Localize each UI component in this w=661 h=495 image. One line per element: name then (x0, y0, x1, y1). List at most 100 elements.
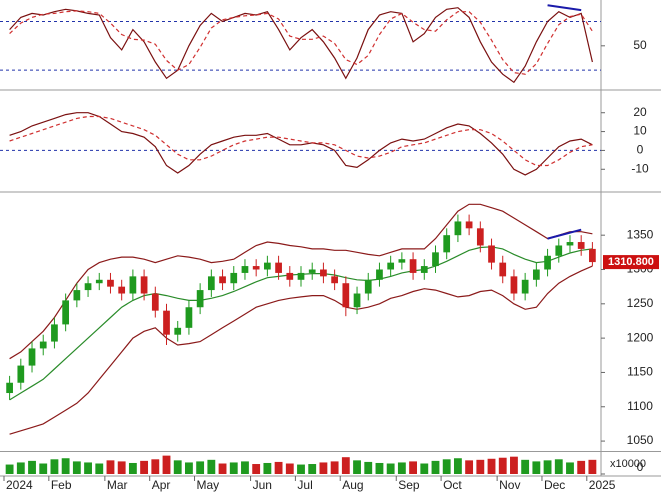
volume-bar (151, 459, 160, 474)
series-line (9, 112, 593, 176)
volume-bar (263, 462, 272, 474)
volume-bar (128, 462, 137, 474)
y-tick-label: 0 (637, 143, 644, 157)
volume-bar (465, 460, 474, 474)
volume-bar (173, 460, 182, 474)
candle-body (62, 300, 70, 325)
x-tick-label: Nov (499, 478, 520, 492)
volume-bar (28, 460, 36, 474)
trendline (547, 4, 582, 12)
series-line (9, 265, 593, 435)
volume-bar (162, 455, 171, 474)
volume-bar (140, 460, 149, 474)
volume-bar (297, 464, 305, 474)
volume-bar (207, 459, 216, 474)
volume-bar (185, 462, 193, 474)
volume-bar (218, 463, 227, 474)
last-price-label: 1310.800 (608, 256, 654, 268)
volume-bar (554, 459, 563, 474)
volume-bar (364, 461, 373, 474)
candle-body (140, 276, 148, 294)
candle-body (286, 272, 294, 280)
x-tick-label: Sep (398, 478, 420, 492)
candle-body (39, 341, 47, 349)
candle-body (331, 276, 338, 284)
candle-body (443, 235, 451, 253)
candle-body (264, 262, 271, 270)
volume-bar (50, 459, 59, 474)
volume-bar (84, 462, 92, 474)
volume-bar (543, 460, 552, 474)
x-tick-label: Mar (107, 478, 128, 492)
x-tick-label: May (197, 478, 220, 492)
candle-body (342, 283, 350, 308)
candle-body (230, 272, 238, 284)
x-tick-label: Jul (297, 478, 312, 492)
y-tick-label: 50 (633, 38, 647, 52)
series-line (9, 7, 593, 84)
x-tick-label: 2024 (6, 478, 33, 492)
volume-bar (498, 457, 507, 474)
candle-body (320, 269, 327, 277)
series-line (9, 115, 593, 167)
candle-body (532, 269, 540, 280)
y-tick-label: -10 (631, 161, 649, 175)
candle-body (476, 228, 484, 246)
volume-bar (252, 464, 261, 474)
candle-body (353, 293, 361, 308)
candle-body (241, 266, 249, 273)
volume-bar (229, 462, 238, 474)
volume-bar (106, 460, 115, 474)
candle-body (488, 245, 495, 263)
volume-bar (274, 461, 283, 474)
candle-body (118, 286, 126, 294)
frame (0, 0, 661, 477)
candle-body (6, 382, 13, 394)
volume-bar (117, 461, 126, 474)
candle-body (376, 269, 383, 280)
y-tick-label: 1350 (627, 227, 654, 241)
candle-body (297, 272, 305, 280)
volume-bar (476, 459, 485, 474)
candle-body (521, 279, 529, 294)
candle-body (308, 269, 316, 273)
candle-body (454, 221, 462, 236)
volume-bar (72, 461, 81, 474)
y-tick-label: 1150 (627, 365, 653, 379)
volume-bar (5, 464, 14, 474)
candle-body (73, 290, 81, 301)
volume-bar (409, 461, 417, 474)
volume-bar (196, 461, 205, 474)
volume-bar (420, 463, 429, 474)
y-tick-label: 1050 (627, 433, 654, 447)
series-line (9, 203, 593, 360)
candle-body (151, 293, 159, 311)
volume-bar (487, 458, 496, 474)
candle-body (185, 307, 193, 328)
candle-body (566, 242, 574, 246)
candle-body (432, 252, 439, 267)
volume-bar (442, 459, 451, 474)
candle-body (409, 259, 417, 273)
last-price-box (603, 255, 659, 270)
series-line (9, 10, 593, 75)
candle-body (544, 255, 551, 270)
candle-body (107, 279, 114, 287)
x-tick-label: Oct (443, 478, 462, 492)
candle-body (17, 365, 25, 383)
volume-bar (353, 460, 361, 474)
volume-bar (510, 456, 518, 474)
x-tick-label: Jun (253, 478, 272, 492)
volume-bar (61, 458, 70, 474)
candle-body (252, 266, 260, 270)
x-tick-label: Apr (152, 478, 171, 492)
candle-body (398, 259, 406, 263)
y-tick-label: 0 (637, 460, 644, 474)
y-tick-label: 1200 (627, 330, 654, 344)
volume-bar (330, 461, 339, 474)
candle-body (129, 276, 137, 294)
candle-body (364, 279, 372, 294)
volume-bar (241, 461, 249, 474)
volume-bar (431, 460, 440, 474)
candle-body (51, 324, 58, 342)
